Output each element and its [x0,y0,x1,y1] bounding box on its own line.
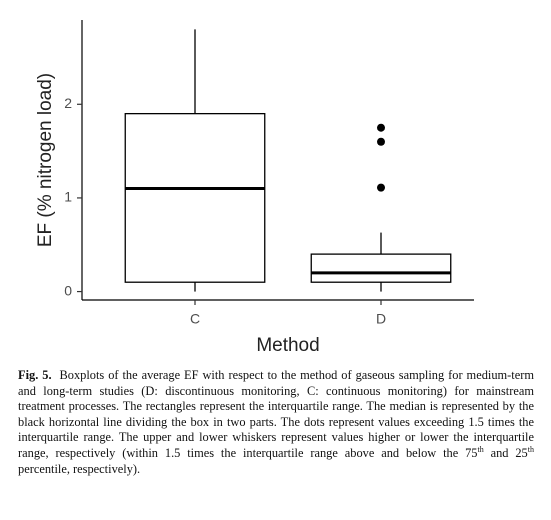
caption-text: percentile, respectively). [18,461,141,476]
y-tick-label: 1 [64,189,72,205]
x-tick-label: C [190,311,200,327]
box [124,112,266,283]
caption-sup: th [527,444,534,454]
outlier [377,137,385,146]
x-axis-title: Method [256,335,319,356]
caption-sup: th [477,444,484,454]
outlier [377,123,385,132]
caption-text: and 25 [483,445,528,460]
caption: Fig. 5. Boxplots of the average EF with … [18,368,534,477]
caption-text: Boxplots of the average EF with respect … [18,368,534,460]
x-tick-label: D [376,311,386,327]
y-axis-title: EF (% nitrogen load) [35,73,56,247]
y-tick-label: 0 [64,282,72,298]
chart: EF (% nitrogen load) Method 0 1 2 C D [35,20,474,356]
caption-label: Fig. 5. [18,368,52,382]
outlier [377,183,385,192]
y-tick-label: 2 [64,95,72,111]
box [310,253,452,283]
